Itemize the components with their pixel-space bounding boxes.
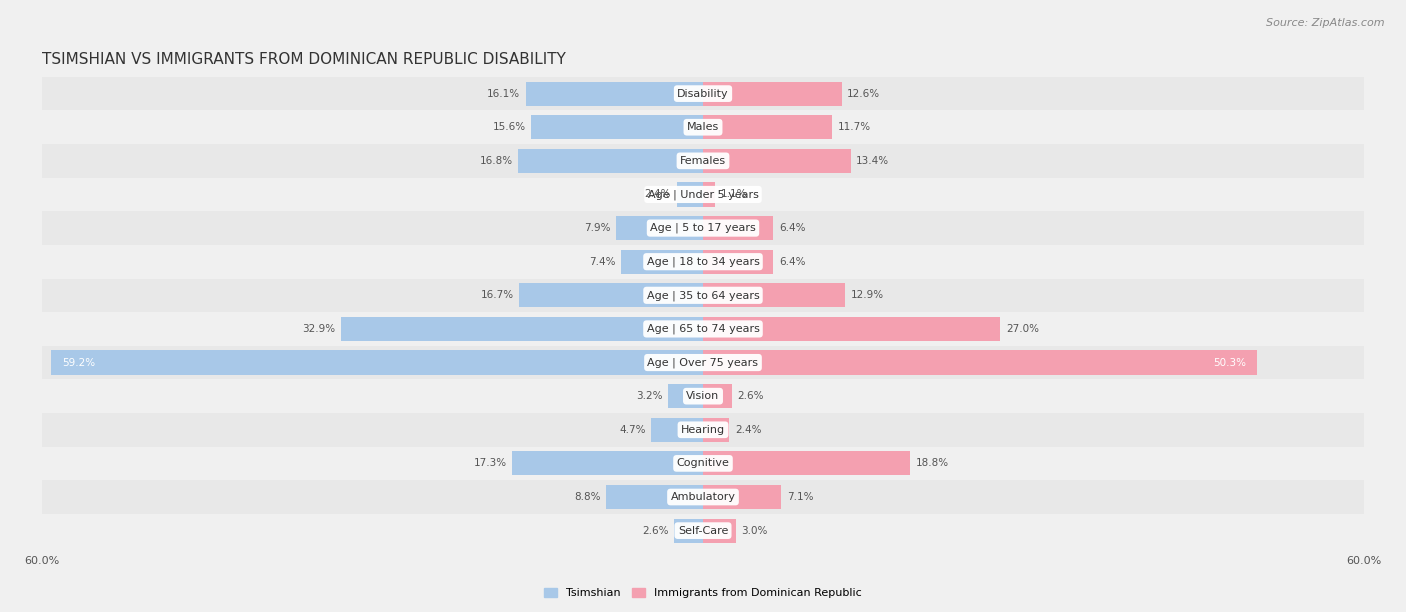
Text: 3.2%: 3.2% <box>636 391 662 401</box>
Text: Age | 65 to 74 years: Age | 65 to 74 years <box>647 324 759 334</box>
Bar <box>526 81 703 106</box>
Bar <box>42 177 1364 211</box>
Bar <box>51 351 703 375</box>
Bar <box>616 216 703 240</box>
Text: Cognitive: Cognitive <box>676 458 730 468</box>
Text: Age | 5 to 17 years: Age | 5 to 17 years <box>650 223 756 233</box>
Text: 7.1%: 7.1% <box>787 492 813 502</box>
Text: 32.9%: 32.9% <box>302 324 335 334</box>
Bar <box>703 149 851 173</box>
Text: Age | Over 75 years: Age | Over 75 years <box>648 357 758 368</box>
Text: 12.6%: 12.6% <box>848 89 880 99</box>
Text: Disability: Disability <box>678 89 728 99</box>
Bar <box>651 417 703 442</box>
Bar <box>42 312 1364 346</box>
Bar <box>703 518 737 543</box>
Text: 59.2%: 59.2% <box>62 357 96 368</box>
Text: 11.7%: 11.7% <box>838 122 870 132</box>
Bar <box>703 182 716 207</box>
Bar <box>703 317 1001 341</box>
Text: 7.9%: 7.9% <box>583 223 610 233</box>
Text: 2.6%: 2.6% <box>737 391 763 401</box>
Text: 13.4%: 13.4% <box>856 156 889 166</box>
Text: 6.4%: 6.4% <box>779 256 806 267</box>
Text: Males: Males <box>688 122 718 132</box>
Text: Age | 35 to 64 years: Age | 35 to 64 years <box>647 290 759 300</box>
Text: Source: ZipAtlas.com: Source: ZipAtlas.com <box>1267 18 1385 28</box>
Text: 50.3%: 50.3% <box>1213 357 1246 368</box>
Bar <box>703 384 731 408</box>
Bar <box>512 451 703 476</box>
Text: 2.6%: 2.6% <box>643 526 669 536</box>
Bar <box>42 379 1364 413</box>
Bar <box>621 250 703 274</box>
Text: Hearing: Hearing <box>681 425 725 435</box>
Text: 16.8%: 16.8% <box>479 156 512 166</box>
Text: Females: Females <box>681 156 725 166</box>
Text: 6.4%: 6.4% <box>779 223 806 233</box>
Bar <box>42 76 1364 110</box>
Bar <box>703 417 730 442</box>
Text: Age | Under 5 years: Age | Under 5 years <box>648 189 758 200</box>
Text: 7.4%: 7.4% <box>589 256 616 267</box>
Text: 16.7%: 16.7% <box>481 290 513 300</box>
Text: 2.4%: 2.4% <box>644 190 671 200</box>
Legend: Tsimshian, Immigrants from Dominican Republic: Tsimshian, Immigrants from Dominican Rep… <box>540 583 866 603</box>
Bar <box>675 518 703 543</box>
Bar <box>519 283 703 307</box>
Text: 15.6%: 15.6% <box>492 122 526 132</box>
Text: Age | 18 to 34 years: Age | 18 to 34 years <box>647 256 759 267</box>
Bar <box>517 149 703 173</box>
Bar <box>703 216 773 240</box>
Bar <box>668 384 703 408</box>
Text: 1.1%: 1.1% <box>721 190 747 200</box>
Bar <box>42 278 1364 312</box>
Bar <box>42 110 1364 144</box>
Text: 27.0%: 27.0% <box>1005 324 1039 334</box>
Text: Vision: Vision <box>686 391 720 401</box>
Bar <box>42 480 1364 514</box>
Bar <box>703 115 832 140</box>
Bar <box>703 250 773 274</box>
Bar <box>703 351 1257 375</box>
Text: 4.7%: 4.7% <box>619 425 645 435</box>
Bar <box>676 182 703 207</box>
Bar <box>42 211 1364 245</box>
Bar <box>703 81 842 106</box>
Text: 3.0%: 3.0% <box>741 526 768 536</box>
Bar <box>531 115 703 140</box>
Bar <box>42 346 1364 379</box>
Text: Self-Care: Self-Care <box>678 526 728 536</box>
Text: 17.3%: 17.3% <box>474 458 508 468</box>
Text: 2.4%: 2.4% <box>735 425 762 435</box>
Text: 8.8%: 8.8% <box>574 492 600 502</box>
Bar <box>703 451 910 476</box>
Bar <box>340 317 703 341</box>
Bar <box>42 144 1364 177</box>
Bar <box>42 447 1364 480</box>
Bar <box>42 413 1364 447</box>
Bar <box>42 245 1364 278</box>
Text: TSIMSHIAN VS IMMIGRANTS FROM DOMINICAN REPUBLIC DISABILITY: TSIMSHIAN VS IMMIGRANTS FROM DOMINICAN R… <box>42 52 567 67</box>
Bar <box>606 485 703 509</box>
Text: 12.9%: 12.9% <box>851 290 884 300</box>
Text: 16.1%: 16.1% <box>486 89 520 99</box>
Text: Ambulatory: Ambulatory <box>671 492 735 502</box>
Bar <box>42 514 1364 548</box>
Bar <box>703 485 782 509</box>
Bar <box>703 283 845 307</box>
Text: 18.8%: 18.8% <box>915 458 949 468</box>
